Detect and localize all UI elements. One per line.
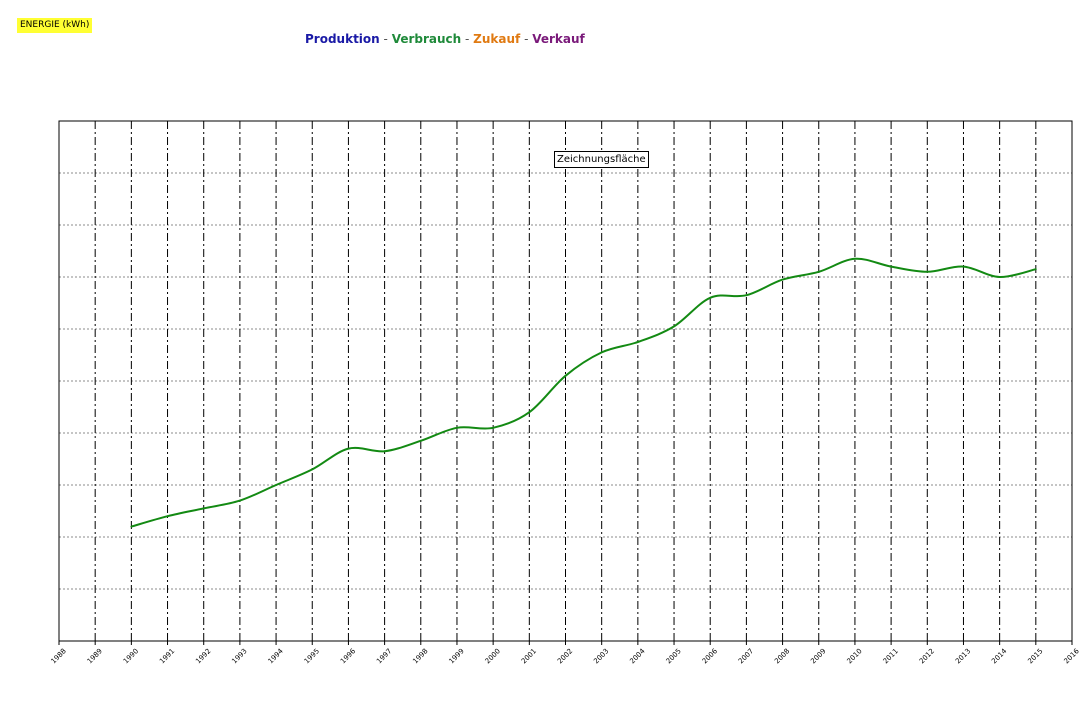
unit-label: ENERGIE (kWh) bbox=[17, 18, 93, 33]
x-tick-label: 2001 bbox=[520, 647, 538, 665]
data-point bbox=[130, 525, 133, 528]
x-tick-label: 2011 bbox=[882, 647, 900, 665]
x-tick-label: 1989 bbox=[86, 647, 104, 665]
x-tick-label: 1988 bbox=[50, 647, 68, 665]
data-point bbox=[1034, 268, 1037, 271]
x-tick-label: 1999 bbox=[448, 647, 466, 665]
data-point bbox=[962, 265, 965, 268]
legend-item-verbrauch: Verbrauch bbox=[391, 32, 462, 46]
data-point bbox=[998, 276, 1001, 278]
x-tick-label: 1995 bbox=[303, 647, 321, 665]
legend-item-produktion: Produktion bbox=[305, 32, 380, 46]
x-tick-label: 1991 bbox=[158, 647, 176, 665]
data-point bbox=[238, 499, 241, 502]
data-point bbox=[564, 374, 567, 377]
data-point bbox=[419, 439, 422, 442]
data-point bbox=[166, 515, 169, 518]
x-tick-label: 2015 bbox=[1026, 647, 1044, 665]
data-point bbox=[781, 278, 784, 281]
x-tick-label: 1998 bbox=[411, 647, 429, 665]
data-point bbox=[311, 468, 314, 471]
x-tick-label: 2006 bbox=[701, 647, 720, 666]
x-tick-label: 1996 bbox=[339, 647, 358, 666]
series-layer bbox=[130, 257, 1037, 528]
data-point bbox=[926, 270, 929, 273]
vertical-gridlines bbox=[94, 121, 1037, 641]
series-line bbox=[131, 257, 1037, 528]
x-tick-label: 2014 bbox=[990, 647, 1009, 666]
data-point bbox=[600, 351, 603, 354]
x-axis-ticks: 1988 1989 1990 1991 1992 1993 1994 1995 1996 1997… bbox=[50, 641, 1082, 666]
x-tick-label: 2012 bbox=[918, 647, 936, 665]
horizontal-gridlines bbox=[59, 172, 1072, 590]
x-tick-label: 2004 bbox=[628, 647, 647, 666]
legend-item-verkauf: Verkauf bbox=[532, 32, 585, 46]
data-point bbox=[456, 426, 458, 429]
data-point bbox=[347, 447, 350, 450]
plot-area-tag: Zeichnungsfläche bbox=[554, 151, 649, 168]
data-point bbox=[528, 411, 531, 414]
x-tick-label: 1992 bbox=[194, 647, 212, 665]
x-tick-label: 2013 bbox=[954, 647, 972, 665]
x-tick-label: 2000 bbox=[484, 647, 502, 665]
legend-item-zukauf: Zukauf bbox=[473, 32, 521, 46]
x-tick-label: 1994 bbox=[267, 647, 286, 666]
x-tick-label: 2016 bbox=[1063, 647, 1082, 666]
data-point bbox=[745, 294, 748, 297]
legend: Produktion - Verbrauch - Zukauf - Verkau… bbox=[305, 32, 585, 46]
x-tick-label: 2007 bbox=[737, 647, 755, 665]
x-tick-label: 2010 bbox=[845, 647, 863, 665]
legend-separator: - bbox=[461, 32, 474, 46]
x-tick-label: 2005 bbox=[665, 647, 683, 665]
legend-separator: - bbox=[379, 32, 392, 46]
data-point bbox=[673, 325, 675, 328]
x-tick-label: 1990 bbox=[122, 647, 140, 665]
data-point bbox=[275, 484, 277, 486]
data-point bbox=[890, 265, 893, 268]
data-point bbox=[636, 341, 639, 343]
data-point bbox=[854, 257, 856, 260]
data-point bbox=[383, 450, 386, 453]
x-tick-label: 2008 bbox=[773, 647, 791, 665]
legend-separator: - bbox=[520, 32, 533, 46]
x-tick-label: 1993 bbox=[230, 647, 248, 665]
data-point bbox=[492, 426, 495, 429]
x-tick-label: 2002 bbox=[556, 647, 574, 665]
data-point bbox=[202, 507, 205, 510]
x-tick-label: 1997 bbox=[375, 647, 393, 665]
data-point bbox=[817, 270, 820, 273]
data-point bbox=[709, 296, 712, 299]
x-tick-label: 2003 bbox=[592, 647, 610, 665]
x-tick-label: 2009 bbox=[809, 647, 827, 665]
